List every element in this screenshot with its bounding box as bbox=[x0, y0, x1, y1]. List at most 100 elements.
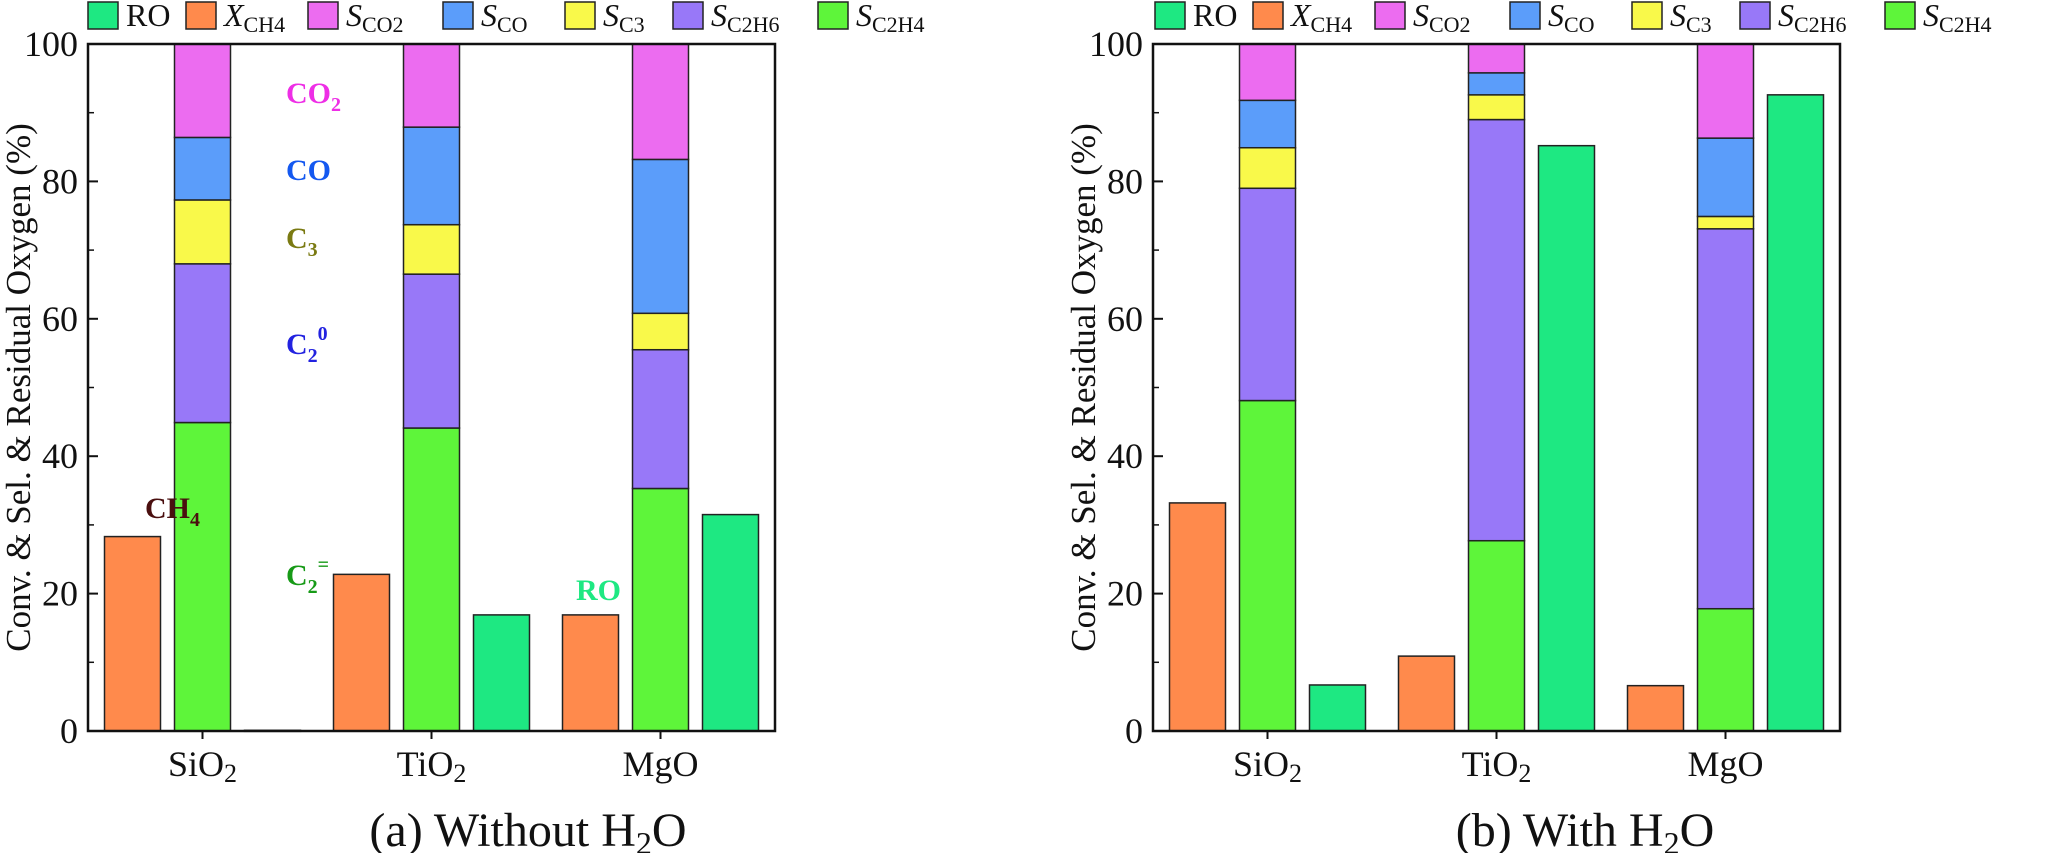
bar-sco-mgo bbox=[1696, 137, 1755, 218]
y-tick-label: 0 bbox=[1125, 711, 1143, 751]
legend-item-sco2: SCO2 bbox=[1374, 0, 1471, 37]
bar-sco2-sio2 bbox=[1238, 43, 1297, 102]
bar-sco-mgo bbox=[631, 158, 690, 315]
bar-sco-sio2 bbox=[1238, 99, 1297, 149]
annotation-co: CO bbox=[286, 154, 331, 187]
bar-sco2-tio2 bbox=[402, 43, 461, 128]
legend-label: SCO bbox=[481, 0, 528, 37]
legend-item-sc2h4: SC2H4 bbox=[817, 0, 925, 37]
y-tick-label: 40 bbox=[42, 436, 78, 476]
legend-swatch bbox=[1884, 1, 1916, 30]
y-tick-label: 60 bbox=[42, 299, 78, 339]
legend-label: RO bbox=[126, 0, 170, 33]
bar-sc2h6-tio2 bbox=[1467, 118, 1526, 542]
legend-swatch bbox=[87, 1, 119, 30]
legend-swatch bbox=[672, 1, 704, 30]
legend-item-ro: RO bbox=[87, 0, 170, 33]
bar-sc2h6-mgo bbox=[631, 348, 690, 490]
bars bbox=[103, 43, 760, 733]
annotation-ro: RO bbox=[576, 574, 621, 607]
annotation-ch4: CH4 bbox=[145, 492, 200, 531]
y-tick-label: 40 bbox=[1107, 436, 1143, 476]
y-tick-label: 80 bbox=[42, 161, 78, 201]
bar-xch4-sio2 bbox=[103, 535, 162, 732]
bar-xch4-tio2 bbox=[1397, 655, 1456, 732]
legend-panel-a: RO XCH4 SCO2 SCO SC3 SC2H6 SC2H4 bbox=[87, 0, 925, 37]
bar-sc3-tio2 bbox=[1467, 94, 1526, 121]
legend-item-sc3: SC3 bbox=[564, 0, 645, 37]
bar-sco2-sio2 bbox=[173, 43, 232, 139]
y-tick-label: 100 bbox=[24, 24, 78, 64]
legend-swatch bbox=[442, 1, 474, 30]
legend-item-sco2: SCO2 bbox=[307, 0, 404, 37]
bar-sc2h4-sio2 bbox=[173, 421, 232, 732]
bar-sc3-mgo bbox=[1696, 215, 1755, 230]
bar-ro-tio2 bbox=[1537, 144, 1596, 732]
y-tick-label: 20 bbox=[1107, 574, 1143, 614]
bar-sc3-tio2 bbox=[402, 223, 461, 275]
legend-label: SCO bbox=[1548, 0, 1595, 37]
legend-item-sco: SCO bbox=[1509, 0, 1595, 37]
legend-panel-b: RO XCH4 SCO2 SCO SC3 SC2H6 SC2H4 bbox=[1154, 0, 1992, 37]
bar-sc2h4-mgo bbox=[631, 487, 690, 732]
legend-item-sc2h4: SC2H4 bbox=[1884, 0, 1992, 37]
bar-sc2h6-sio2 bbox=[173, 263, 232, 424]
legend-label: SC2H6 bbox=[711, 0, 780, 37]
chart-panel-a: SiO2 TiO2 MgO 0 20 40 60 80 100 Conv. & Sel. & Re… bbox=[0, 24, 777, 853]
bar-sco-tio2 bbox=[402, 126, 461, 226]
legend-label: SC3 bbox=[603, 0, 645, 37]
bar-sc2h6-tio2 bbox=[402, 273, 461, 429]
legend-swatch bbox=[1739, 1, 1771, 30]
bar-sc3-mgo bbox=[631, 312, 690, 351]
bar-ro-sio2 bbox=[1308, 684, 1367, 732]
bar-sc2h4-sio2 bbox=[1238, 399, 1297, 732]
legend-swatch bbox=[1374, 1, 1406, 30]
panel-caption: (a) Without H2O bbox=[369, 804, 686, 853]
annotation-c3: C3 bbox=[286, 222, 318, 261]
legend-item-ro: RO bbox=[1154, 0, 1237, 33]
panel-caption: (b) With H2O bbox=[1456, 804, 1715, 853]
legend-label: XCH4 bbox=[222, 0, 285, 37]
annotation-c2-olefin: C2= bbox=[286, 554, 329, 598]
bar-sc2h4-mgo bbox=[1696, 607, 1755, 732]
x-tick-label: MgO bbox=[622, 744, 698, 784]
x-tick-label: TiO2 bbox=[397, 744, 467, 788]
legend-label: SC3 bbox=[1670, 0, 1712, 37]
y-tick-label: 100 bbox=[1089, 24, 1143, 64]
bar-ro-mgo bbox=[701, 513, 760, 732]
y-tick-label: 0 bbox=[60, 711, 78, 751]
bar-xch4-sio2 bbox=[1168, 502, 1227, 732]
legend-swatch bbox=[1509, 1, 1541, 30]
bar-ro-mgo bbox=[1766, 94, 1825, 732]
annotation-c2-saturated: C20 bbox=[286, 323, 328, 367]
legend-swatch bbox=[564, 1, 596, 30]
legend-swatch bbox=[817, 1, 849, 30]
legend-item-sc3: SC3 bbox=[1631, 0, 1712, 37]
legend-label: SCO2 bbox=[346, 0, 404, 37]
bars bbox=[1168, 43, 1825, 732]
bar-sco-tio2 bbox=[1467, 72, 1526, 96]
legend-item-sco: SCO bbox=[442, 0, 528, 37]
legend-label: SCO2 bbox=[1413, 0, 1471, 37]
bar-ro-tio2 bbox=[472, 614, 531, 732]
x-tick-label: SiO2 bbox=[168, 744, 237, 788]
bar-sco2-mgo bbox=[1696, 43, 1755, 139]
bar-sc2h6-sio2 bbox=[1238, 187, 1297, 402]
bar-sc2h4-tio2 bbox=[1467, 539, 1526, 732]
bar-sco-sio2 bbox=[173, 136, 232, 201]
legend-label: SC2H4 bbox=[1923, 0, 1992, 37]
legend-item-xch4: XCH4 bbox=[185, 0, 285, 37]
legend-swatch bbox=[1154, 1, 1186, 30]
bar-sc3-sio2 bbox=[1238, 146, 1297, 190]
x-tick-label: TiO2 bbox=[1462, 744, 1532, 788]
chart-panel-b: SiO2 TiO2 MgO 0 20 40 60 80 100 Conv. & Sel. & Re… bbox=[1064, 24, 1842, 853]
legend-item-xch4: XCH4 bbox=[1252, 0, 1352, 37]
legend-swatch bbox=[1631, 1, 1663, 30]
y-tick-label: 20 bbox=[42, 574, 78, 614]
y-axis-label: Conv. & Sel. & Residual Oxygen (%) bbox=[1064, 123, 1103, 652]
legend-swatch bbox=[307, 1, 339, 30]
legend-label: SC2H4 bbox=[856, 0, 925, 37]
bar-xch4-mgo bbox=[561, 614, 620, 732]
x-tick-label: SiO2 bbox=[1233, 744, 1302, 788]
